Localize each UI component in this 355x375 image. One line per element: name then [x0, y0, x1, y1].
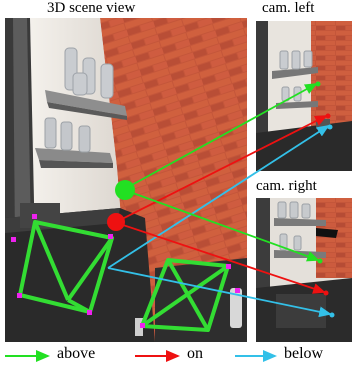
- bounding-box-left: [18, 220, 114, 314]
- bounding-box-right: [140, 258, 230, 332]
- cam-left-title: cam. left: [262, 0, 315, 16]
- legend-below-label: below: [284, 345, 324, 362]
- on-point: [107, 213, 125, 231]
- target-on-right: [323, 290, 329, 296]
- box-right-corners: [140, 264, 240, 328]
- box-left-corners: [11, 214, 113, 315]
- scene-view-title: 3D scene view: [47, 0, 136, 16]
- target-on-left: [325, 113, 331, 119]
- arrow-above-left: [129, 83, 318, 187]
- arrow-on-left: [119, 115, 328, 221]
- arrow-above-right: [129, 191, 320, 262]
- target-below-left: [327, 124, 333, 130]
- target-above-left: [315, 81, 321, 87]
- legend-above-label: above: [57, 345, 96, 362]
- legend-on-label: on: [187, 345, 203, 362]
- target-below-right: [329, 312, 335, 318]
- target-above-right: [317, 258, 323, 264]
- arrow-on-right: [119, 223, 326, 294]
- above-point: [115, 180, 135, 200]
- arrow-below-left: [107, 125, 330, 269]
- cam-right-title: cam. right: [256, 178, 317, 194]
- arrow-below-right: [107, 267, 332, 318]
